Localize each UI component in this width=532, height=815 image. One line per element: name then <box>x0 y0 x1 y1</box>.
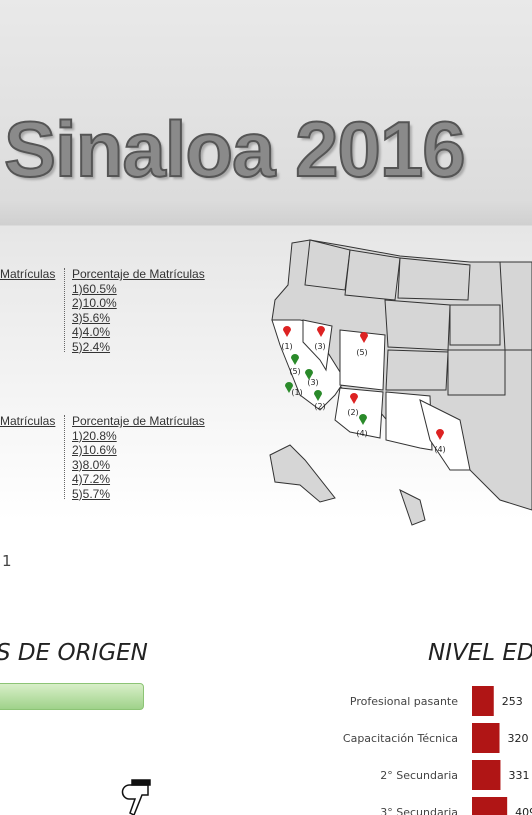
bar <box>472 686 494 716</box>
map-pin <box>291 354 299 365</box>
value-label: 320 <box>508 732 529 745</box>
separator <box>64 415 65 499</box>
map-pin <box>360 332 368 343</box>
section-title: S DE ORIGEN <box>0 640 148 666</box>
map <box>269 239 532 526</box>
marker-label: (3) <box>314 342 325 351</box>
section-title: NIVEL ED <box>428 640 532 666</box>
map-pin <box>314 390 322 401</box>
list-header: Porcentaje de Matrículas <box>72 267 205 281</box>
list-item: 3)5.6% <box>72 310 111 325</box>
map-pin <box>317 326 325 337</box>
value-label: 409 <box>515 806 532 815</box>
marker-label: (2) <box>314 402 325 411</box>
bar <box>472 797 508 815</box>
marker-label: (1) <box>291 388 302 397</box>
bar <box>472 760 501 790</box>
progress-bar <box>0 683 144 710</box>
marker-label: (4) <box>434 445 445 454</box>
map-pin <box>350 393 358 404</box>
list-item: 5)2.4% <box>72 339 111 354</box>
marker-label: (1) <box>281 342 292 351</box>
list-item: 1)60.5% <box>72 281 117 296</box>
map-pin <box>436 429 444 440</box>
markers: (1) (3) (5) (5) (3) (1) (2) (2) (4) (4) <box>281 326 446 454</box>
hand-icon <box>121 779 151 815</box>
category-label: 3° Secundaria <box>380 806 458 815</box>
bar-chart: Profesional pasante 253 Capacitación Técni… <box>343 686 532 815</box>
map-pin <box>305 369 313 380</box>
list-item: 2)10.0% <box>72 296 117 310</box>
category-label: Profesional pasante <box>350 695 458 708</box>
marker-label: (2) <box>347 408 358 417</box>
list-left-header: Matrículas <box>0 267 56 281</box>
marker-label: (4) <box>356 429 367 438</box>
marker-label: (3) <box>307 378 318 387</box>
list-left-header: Matrículas <box>0 414 56 428</box>
map-pin <box>283 326 291 337</box>
list-item: 1)20.8% <box>72 428 117 443</box>
separator <box>64 268 65 352</box>
page-number: 1 <box>2 552 12 570</box>
list-item: 5)5.7% <box>72 486 111 501</box>
list: Porcentaje de Matrículas 1)20.8% 2)10.6%… <box>72 414 205 501</box>
list-item: 4)7.2% <box>72 472 111 486</box>
category-label: 2° Secundaria <box>380 769 458 782</box>
list: Porcentaje de Matrículas 1)60.5% 2)10.0%… <box>72 267 205 354</box>
category-label: Capacitación Técnica <box>343 732 458 745</box>
list-item: 3)8.0% <box>72 457 111 472</box>
bar <box>472 723 500 753</box>
marker-label: (5) <box>356 348 367 357</box>
marker-label: (5) <box>289 367 300 376</box>
title: Sinaloa 2016 <box>3 104 467 194</box>
map-pin <box>285 382 293 393</box>
list-item: 4)4.0% <box>72 325 111 339</box>
list-header: Porcentaje de Matrículas <box>72 414 205 428</box>
value-label: 331 <box>508 769 529 782</box>
value-label: 253 <box>502 695 523 708</box>
map-pin <box>359 414 367 425</box>
list-item: 2)10.6% <box>72 443 117 457</box>
